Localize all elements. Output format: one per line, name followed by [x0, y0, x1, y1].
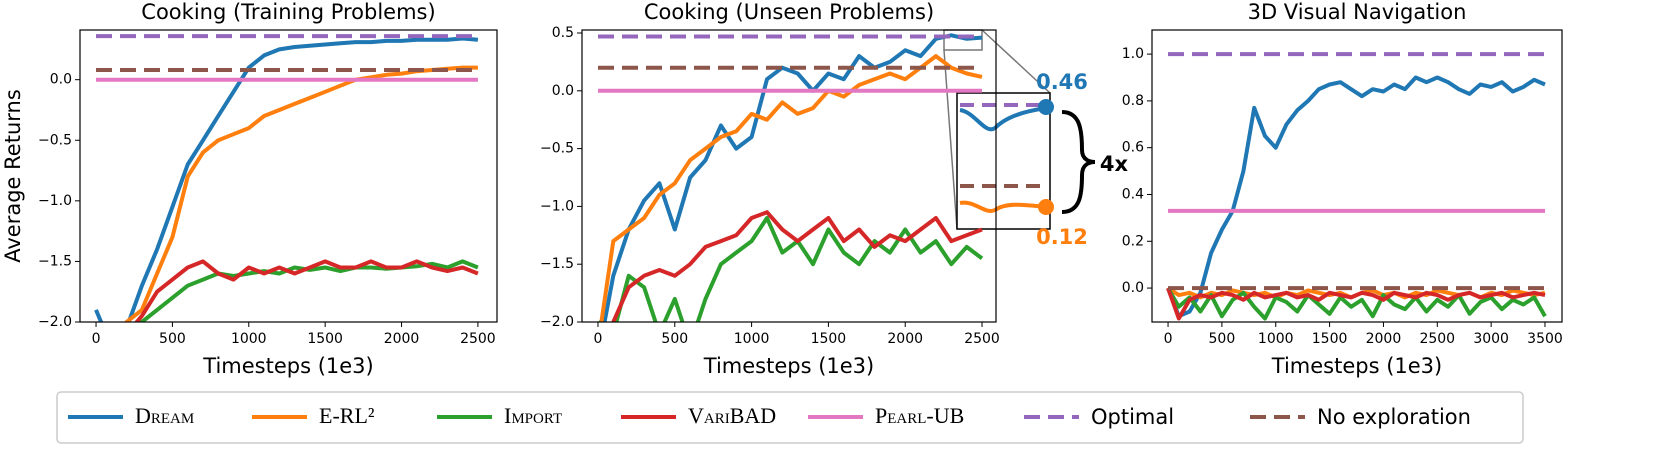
legend-label: E-RL²	[319, 403, 375, 428]
x-tick-label: 2500	[964, 331, 1000, 347]
x-tick-label: 3000	[1473, 331, 1509, 347]
series-line	[1166, 287, 1547, 321]
series-line	[138, 259, 479, 322]
legend-label: Pearl-UB	[875, 403, 964, 428]
x-tick-label: 500	[1209, 331, 1236, 347]
x-tick-label: 1500	[307, 331, 343, 347]
x-tick-label: 3500	[1527, 331, 1563, 347]
series-line	[598, 216, 984, 322]
annotation: 0.46	[1036, 70, 1088, 94]
legend-box	[56, 391, 1524, 444]
series-line	[602, 33, 983, 322]
x-tick-label: 0	[594, 331, 603, 347]
y-tick-label: 0.6	[1122, 140, 1144, 156]
x-tick-label: 1000	[734, 331, 770, 347]
y-tick-label: 0.5	[552, 25, 574, 41]
series-line	[1166, 75, 1546, 319]
x-tick-label: 1000	[231, 331, 267, 347]
chart-title: 3D Visual Navigation	[1248, 0, 1467, 24]
y-tick-label: −0.5	[38, 132, 72, 148]
chart-title: Cooking (Training Problems)	[141, 0, 435, 24]
x-tick-label: 2500	[460, 331, 496, 347]
x-tick-label: 2000	[384, 331, 420, 347]
y-tick-label: 0.0	[1122, 280, 1144, 296]
x-axis-label: Timesteps (1e3)	[1271, 354, 1442, 378]
x-tick-label: 0	[1164, 331, 1173, 347]
x-tick-label: 2500	[1419, 331, 1455, 347]
x-tick-label: 1000	[1258, 331, 1294, 347]
x-tick-label: 1500	[1312, 331, 1348, 347]
y-tick-label: −1.0	[540, 198, 574, 214]
legend-label: VariBAD	[688, 403, 776, 428]
x-tick-label: 2000	[887, 331, 923, 347]
series-line	[599, 54, 983, 322]
series-line	[134, 259, 479, 322]
plot-area	[598, 33, 984, 322]
axes-frame	[1151, 29, 1563, 323]
series-line	[1166, 287, 1546, 321]
axes-frame	[581, 29, 997, 323]
y-tick-label: −1.5	[540, 256, 574, 272]
annotation: 0.12	[1036, 225, 1088, 249]
series-line	[94, 36, 479, 322]
annotation: 4x	[1100, 152, 1129, 176]
x-axis-label: Timesteps (1e3)	[202, 354, 373, 378]
y-tick-label: 0.8	[1122, 93, 1144, 109]
y-tick-label: −1.5	[38, 253, 72, 269]
y-tick-label: 1.0	[1122, 46, 1144, 62]
y-tick-label: 0.2	[1122, 233, 1144, 249]
legend-label: Import	[504, 403, 562, 428]
axes-frame	[79, 29, 498, 323]
x-axis-label: Timesteps (1e3)	[703, 354, 874, 378]
legend-label: No exploration	[1317, 405, 1471, 429]
y-tick-label: −2.0	[38, 314, 72, 330]
x-tick-label: 0	[92, 331, 101, 347]
y-tick-label: −2.0	[540, 314, 574, 330]
y-tick-label: 0.0	[50, 72, 72, 88]
plot-area	[1166, 52, 1547, 321]
y-tick-label: −1.0	[38, 193, 72, 209]
series-line	[611, 210, 983, 322]
x-tick-label: 1500	[811, 331, 847, 347]
legend-label: Optimal	[1091, 405, 1174, 429]
y-axis-label: Average Returns	[1, 89, 25, 263]
y-tick-label: 0.4	[1122, 186, 1144, 202]
inset	[943, 29, 1096, 230]
plot-area	[94, 34, 479, 322]
legend-label: Dream	[135, 403, 194, 428]
x-tick-label: 500	[661, 331, 688, 347]
chart-title: Cooking (Unseen Problems)	[644, 0, 934, 24]
x-tick-label: 500	[159, 331, 186, 347]
x-tick-label: 2000	[1366, 331, 1402, 347]
y-tick-label: −0.5	[540, 141, 574, 157]
y-tick-label: 0.0	[552, 83, 574, 99]
